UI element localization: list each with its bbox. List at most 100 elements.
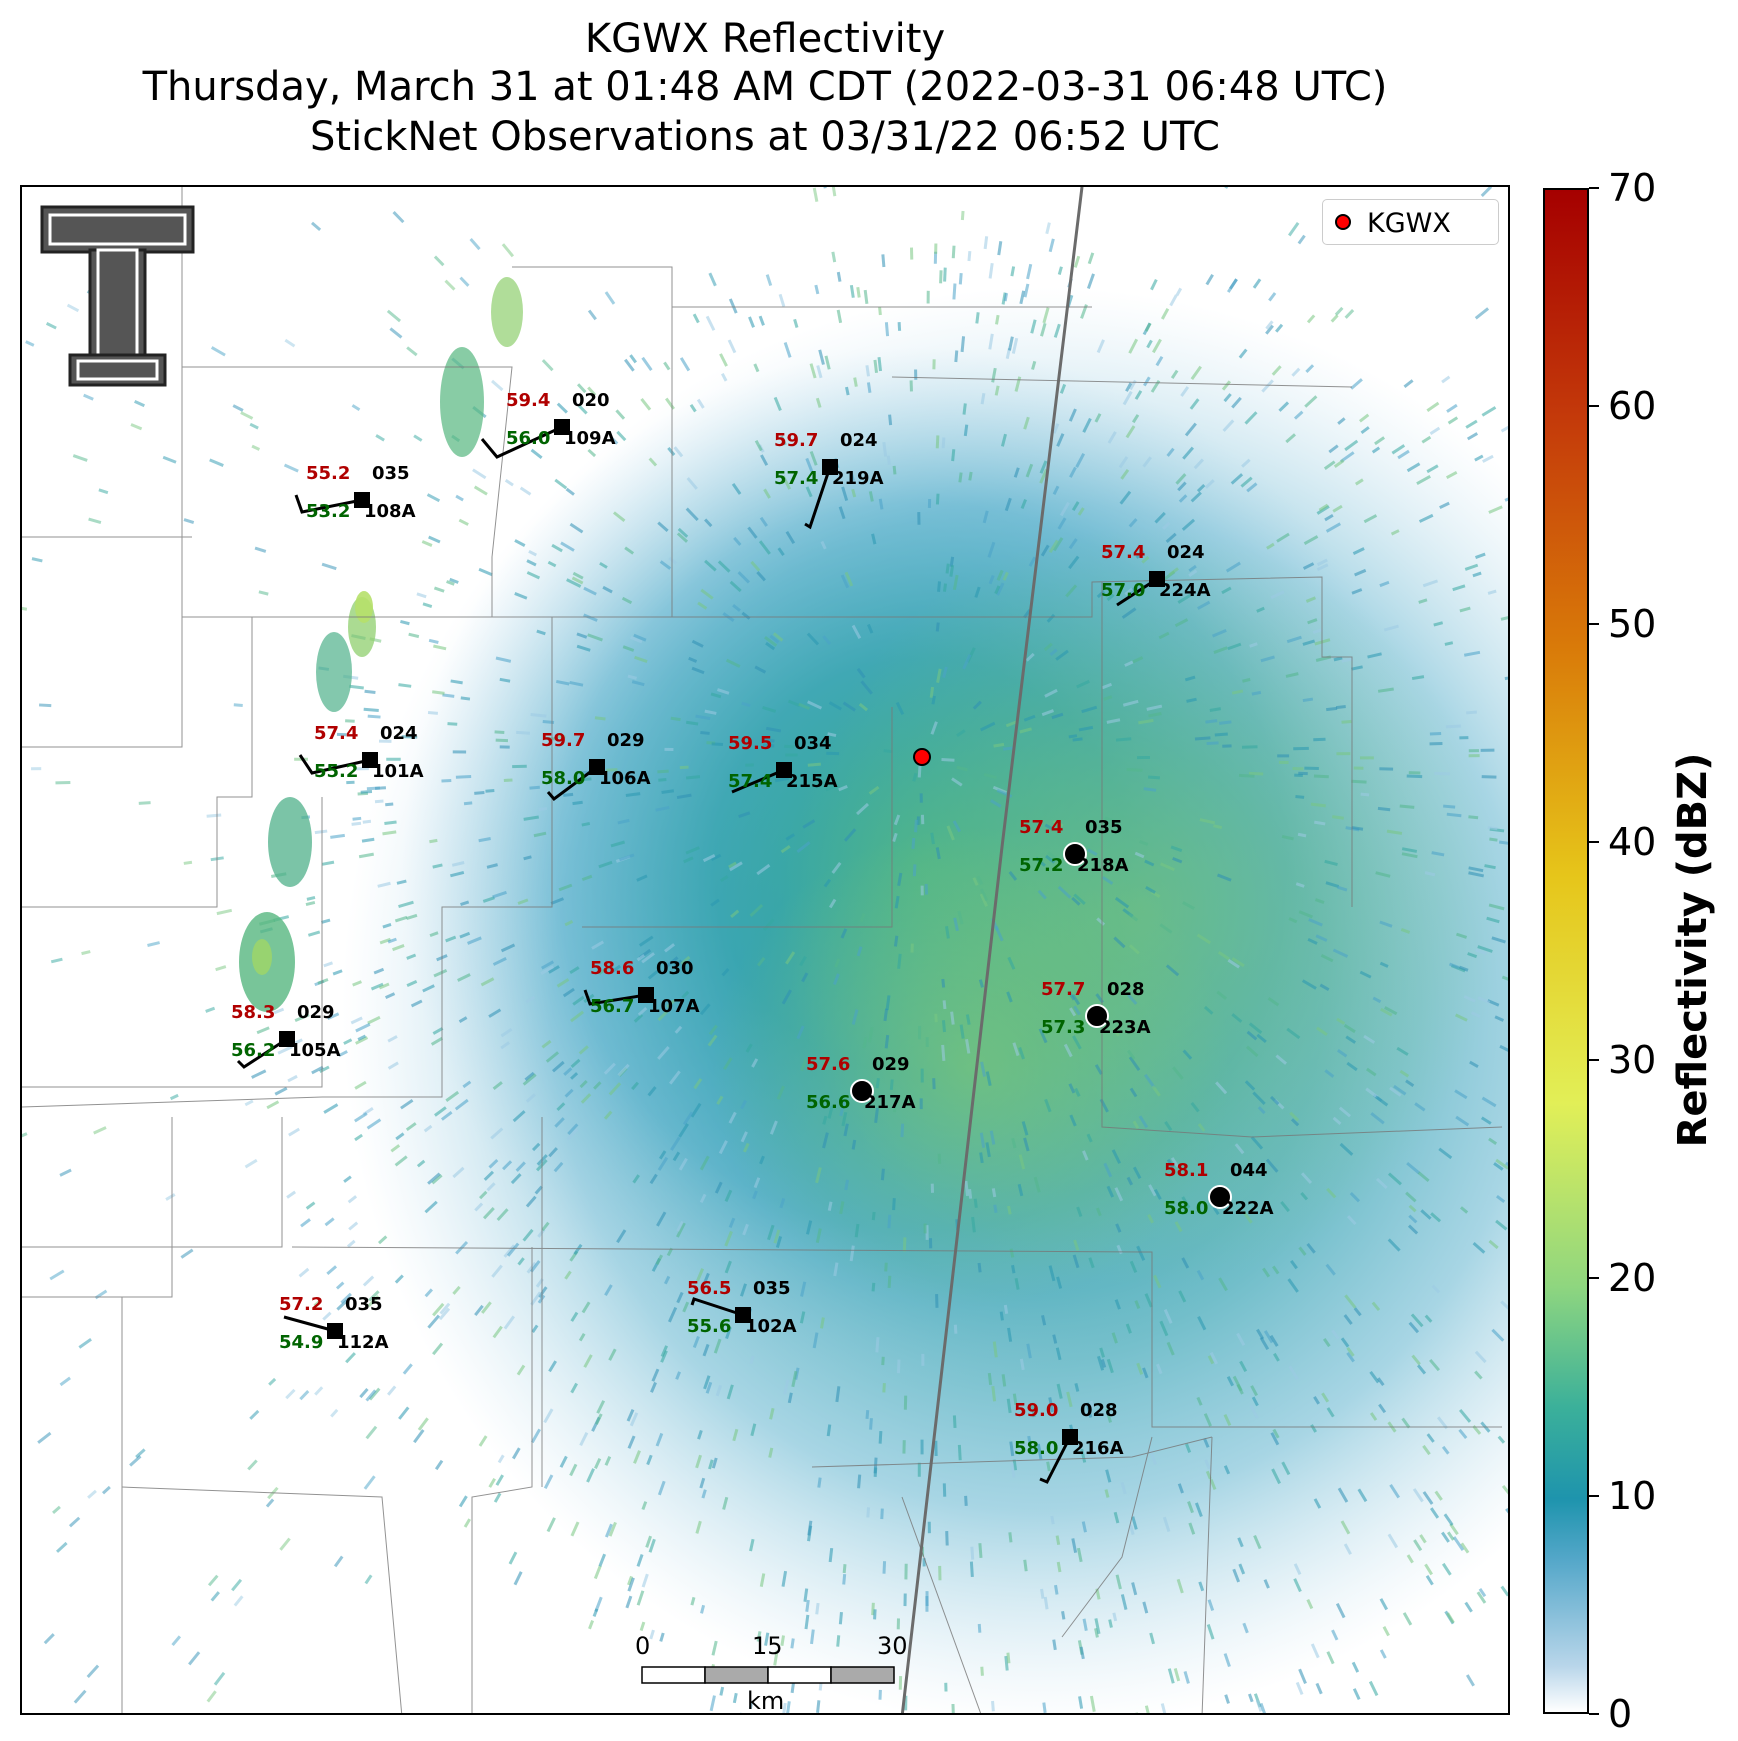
reflectivity-speckle xyxy=(22,187,1508,1713)
map-subtitle-time: Thursday, March 31 at 01:48 AM CDT (2022… xyxy=(142,64,1388,110)
station-id-108A: 108A xyxy=(364,501,416,522)
station-dewpoint-224A: 57.0 xyxy=(1101,580,1146,601)
station-marker-216A[interactable] xyxy=(1062,1429,1078,1445)
map-title: KGWX Reflectivity xyxy=(584,16,946,62)
station-dewpoint-112A: 54.9 xyxy=(279,1332,324,1353)
wind-barb-112A xyxy=(283,1315,336,1333)
station-dewpoint-218A: 57.2 xyxy=(1019,855,1064,876)
station-dewpoint-223A: 57.3 xyxy=(1041,1017,1086,1038)
station-id-102A: 102A xyxy=(745,1316,797,1337)
reflectivity-field xyxy=(22,187,1508,1713)
station-id-112A: 112A xyxy=(337,1332,389,1353)
station-marker-108A[interactable] xyxy=(354,492,370,508)
colorbar-tick-label: 20 xyxy=(1608,1256,1657,1300)
station-dewpoint-102A: 55.6 xyxy=(687,1316,732,1337)
legend-label: KGWX xyxy=(1367,208,1451,239)
university-logo-icon xyxy=(40,205,195,387)
station-marker-106A[interactable] xyxy=(589,759,605,775)
sticknet-stations xyxy=(236,419,1232,1484)
colorbar-tick-label: 10 xyxy=(1608,1474,1657,1518)
radar-map[interactable]: KGWX 0 15 30 km 59.4 020 56.0 109A 59.7 024 57… xyxy=(20,185,1510,1715)
station-id-222A: 222A xyxy=(1222,1198,1274,1219)
station-dewpoint-108A: 53.2 xyxy=(306,501,351,522)
station-marker-215A[interactable] xyxy=(776,762,792,778)
station-marker-112A[interactable] xyxy=(327,1323,343,1339)
wind-barb-105A xyxy=(236,1037,288,1069)
wind-barb-216A xyxy=(1039,1436,1072,1484)
station-temp-109A: 59.4 xyxy=(506,390,551,411)
scale-tick-15: 15 xyxy=(752,1632,783,1660)
station-id-101A: 101A xyxy=(372,761,424,782)
station-dewpoint-106A: 58.0 xyxy=(541,768,586,789)
colorbar-tick-mark xyxy=(1589,1713,1599,1715)
scale-unit: km xyxy=(747,1687,785,1715)
station-dewpoint-215A: 57.4 xyxy=(728,771,773,792)
station-id-219A: 219A xyxy=(832,468,884,489)
station-marker-222A[interactable] xyxy=(1208,1185,1232,1209)
station-temp-223A: 57.7 xyxy=(1041,979,1086,1000)
station-temp-222A: 58.1 xyxy=(1164,1160,1209,1181)
station-marker-102A[interactable] xyxy=(735,1307,751,1323)
map-legend: KGWX xyxy=(1322,199,1499,245)
station-id-223A: 223A xyxy=(1099,1017,1151,1038)
station-temp-215A: 59.5 xyxy=(728,733,773,754)
station-pressure-105A: 029 xyxy=(297,1002,335,1023)
station-marker-101A[interactable] xyxy=(362,752,378,768)
scale-tick-30: 30 xyxy=(877,1632,908,1660)
station-dewpoint-219A: 57.4 xyxy=(774,468,819,489)
station-dewpoint-109A: 56.0 xyxy=(506,428,551,449)
station-marker-107A[interactable] xyxy=(638,987,654,1003)
station-id-107A: 107A xyxy=(648,996,700,1017)
wind-barb-101A xyxy=(298,754,371,775)
wind-barb-109A xyxy=(480,425,563,459)
station-id-217A: 217A xyxy=(864,1092,916,1113)
station-marker-217A[interactable] xyxy=(850,1079,874,1103)
station-id-216A: 216A xyxy=(1072,1438,1124,1459)
radar-map-canvas xyxy=(22,187,1508,1713)
station-dewpoint-216A: 58.0 xyxy=(1014,1438,1059,1459)
station-pressure-109A: 020 xyxy=(572,390,610,411)
station-marker-105A[interactable] xyxy=(279,1031,295,1047)
station-pressure-108A: 035 xyxy=(372,463,410,484)
station-temp-217A: 57.6 xyxy=(806,1054,851,1075)
colorbar-tick-label: 60 xyxy=(1608,384,1657,428)
reflectivity-colorbar xyxy=(1543,188,1589,1714)
station-id-106A: 106A xyxy=(599,768,651,789)
colorbar-tick-mark xyxy=(1589,405,1599,407)
station-marker-218A[interactable] xyxy=(1063,842,1087,866)
station-pressure-217A: 029 xyxy=(872,1054,910,1075)
station-temp-101A: 57.4 xyxy=(314,723,359,744)
station-pressure-107A: 030 xyxy=(656,958,694,979)
station-id-105A: 105A xyxy=(289,1040,341,1061)
station-pressure-215A: 034 xyxy=(794,733,832,754)
radar-site-kgwx[interactable] xyxy=(913,748,931,766)
station-dewpoint-217A: 56.6 xyxy=(806,1092,851,1113)
station-temp-105A: 58.3 xyxy=(231,1002,276,1023)
wind-barb-106A xyxy=(546,765,598,802)
station-id-215A: 215A xyxy=(786,771,838,792)
wind-barb-102A xyxy=(690,1297,744,1317)
station-temp-102A: 56.5 xyxy=(687,1278,732,1299)
state-boundary xyxy=(900,187,1084,1713)
colorbar-tick-mark xyxy=(1589,623,1599,625)
station-marker-219A[interactable] xyxy=(822,459,838,475)
colorbar-tick-label: 70 xyxy=(1608,166,1657,210)
station-temp-107A: 58.6 xyxy=(590,958,635,979)
county-boundaries xyxy=(22,187,1503,1713)
station-temp-219A: 59.7 xyxy=(774,430,819,451)
station-pressure-216A: 028 xyxy=(1080,1400,1118,1421)
station-temp-112A: 57.2 xyxy=(279,1294,324,1315)
station-temp-216A: 59.0 xyxy=(1014,1400,1059,1421)
station-id-224A: 224A xyxy=(1159,580,1211,601)
station-marker-223A[interactable] xyxy=(1085,1004,1109,1028)
colorbar-tick-mark xyxy=(1589,841,1599,843)
colorbar-tick-label: 40 xyxy=(1608,820,1657,864)
station-marker-224A[interactable] xyxy=(1149,571,1165,587)
station-marker-109A[interactable] xyxy=(554,419,570,435)
station-pressure-218A: 035 xyxy=(1085,817,1123,838)
wind-barb-215A xyxy=(731,768,785,794)
wind-barb-219A xyxy=(804,466,832,530)
station-temp-224A: 57.4 xyxy=(1101,542,1146,563)
station-pressure-219A: 024 xyxy=(840,430,878,451)
colorbar-tick-mark xyxy=(1589,1277,1599,1279)
